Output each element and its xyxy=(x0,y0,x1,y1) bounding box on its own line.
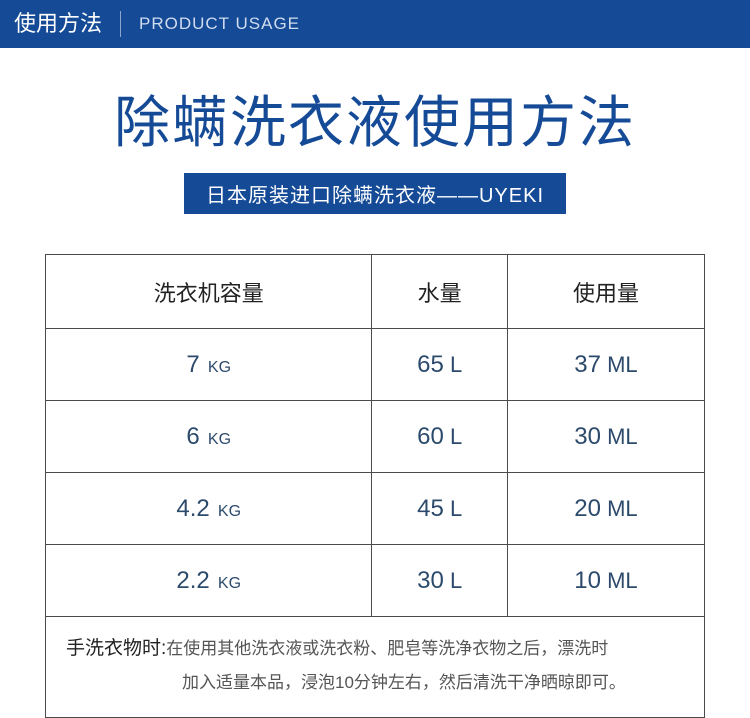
header-title-en: PRODUCT USAGE xyxy=(121,14,300,34)
subtitle-banner: 日本原装进口除螨洗衣液——UYEKI xyxy=(184,173,566,214)
table-row: 6 KG60 L30 ML xyxy=(46,401,705,473)
table-row: 4.2 KG45 L20 ML xyxy=(46,473,705,545)
cell-usage: 20 ML xyxy=(507,473,704,545)
cell-water: 60 L xyxy=(372,401,507,473)
cell-usage: 37 ML xyxy=(507,329,704,401)
main-title: 除螨洗衣液使用方法 xyxy=(0,78,750,159)
footer-label: 手洗衣物时: xyxy=(66,638,166,659)
col-water: 水量 xyxy=(372,255,507,329)
cell-water: 45 L xyxy=(372,473,507,545)
usage-table: 洗衣机容量 水量 使用量 7 KG65 L37 ML6 KG60 L30 ML4… xyxy=(45,254,705,718)
header-bar: 使用方法 PRODUCT USAGE xyxy=(0,0,750,48)
footer-line2: 加入适量本品，浸泡10分钟左右，然后清洗干净晒晾即可。 xyxy=(66,667,626,699)
footer-line1: 在使用其他洗衣液或洗衣粉、肥皂等洗净衣物之后，漂洗时 xyxy=(166,639,608,658)
cell-water: 30 L xyxy=(372,545,507,617)
cell-capacity: 2.2 KG xyxy=(46,545,372,617)
cell-capacity: 7 KG xyxy=(46,329,372,401)
table-row: 7 KG65 L37 ML xyxy=(46,329,705,401)
cell-capacity: 4.2 KG xyxy=(46,473,372,545)
table-header-row: 洗衣机容量 水量 使用量 xyxy=(46,255,705,329)
footer-cell: 手洗衣物时:在使用其他洗衣液或洗衣粉、肥皂等洗净衣物之后，漂洗时 加入适量本品，… xyxy=(46,617,705,718)
col-capacity: 洗衣机容量 xyxy=(46,255,372,329)
cell-usage: 10 ML xyxy=(507,545,704,617)
table-row: 2.2 KG30 L10 ML xyxy=(46,545,705,617)
cell-capacity: 6 KG xyxy=(46,401,372,473)
table-body: 7 KG65 L37 ML6 KG60 L30 ML4.2 KG45 L20 M… xyxy=(46,329,705,617)
cell-usage: 30 ML xyxy=(507,401,704,473)
table-footer-row: 手洗衣物时:在使用其他洗衣液或洗衣粉、肥皂等洗净衣物之后，漂洗时 加入适量本品，… xyxy=(46,617,705,718)
col-usage: 使用量 xyxy=(507,255,704,329)
cell-water: 65 L xyxy=(372,329,507,401)
header-title-cn: 使用方法 xyxy=(14,11,121,37)
